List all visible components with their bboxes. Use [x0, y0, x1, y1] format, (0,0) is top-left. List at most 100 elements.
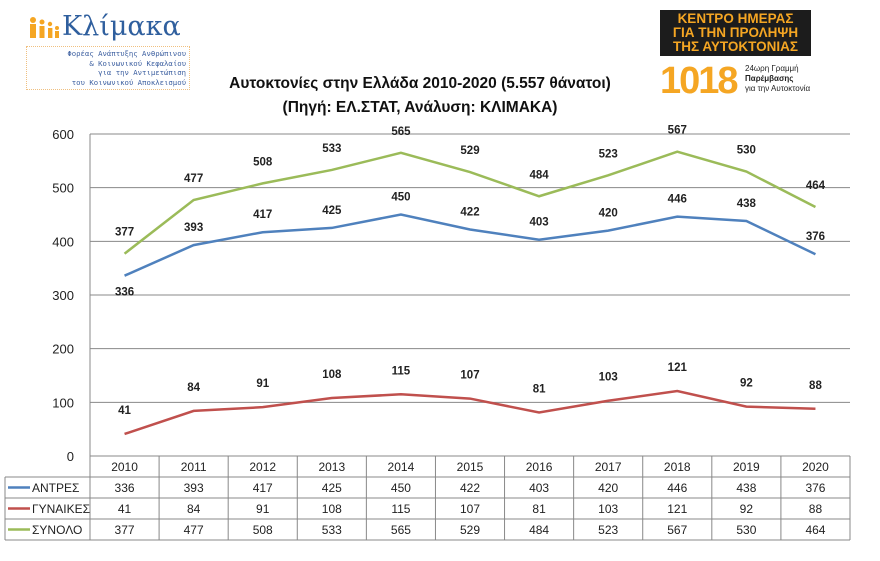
table-cell: 533: [322, 523, 342, 537]
data-label: 376: [806, 231, 825, 243]
table-cell: 422: [460, 481, 480, 495]
data-label: 403: [529, 217, 548, 229]
data-label: 92: [740, 378, 753, 390]
data-label: 523: [599, 148, 618, 160]
table-cell: 484: [529, 523, 549, 537]
table-cell: 446: [667, 481, 687, 495]
table-cell: 92: [740, 502, 754, 516]
helpline-number: 1018: [660, 60, 739, 102]
table-cell: 107: [460, 502, 480, 516]
data-label: 84: [187, 382, 200, 394]
y-tick-label: 200: [52, 342, 74, 357]
helpline-headline: ΚΕΝΤΡΟ ΗΜΕΡΑΣ ΓΙΑ ΤΗΝ ΠΡΟΛΗΨΗ ΤΗΣ ΑΥΤΟΚΤ…: [660, 10, 811, 56]
data-label: 417: [253, 209, 272, 221]
x-tick-label: 2013: [318, 460, 345, 474]
table-cell: 523: [598, 523, 618, 537]
data-label: 107: [460, 370, 479, 382]
data-label: 121: [668, 362, 688, 374]
data-label: 377: [115, 227, 134, 239]
data-label: 422: [460, 207, 479, 219]
table-cell: 84: [187, 502, 201, 516]
logo-subtitle-line: Φορέας Ανάπτυξης Ανθρώπινου: [67, 49, 186, 58]
legend-label: ΓΥΝΑΙΚΕΣ: [32, 502, 90, 516]
tagline-line: 24ωρη Γραμμή: [745, 64, 799, 73]
chart-subtitle: (Πηγή: ΕΛ.ΣΤΑΤ, Ανάλυση: ΚΛΙΜΑΚΑ): [282, 99, 558, 116]
data-label: 529: [460, 145, 479, 157]
y-tick-label: 600: [52, 127, 74, 142]
data-label: 446: [668, 194, 687, 206]
table-cell: 108: [322, 502, 342, 516]
table-cell: 393: [184, 481, 204, 495]
table-cell: 464: [805, 523, 825, 537]
x-tick-label: 2014: [388, 460, 415, 474]
table-cell: 529: [460, 523, 480, 537]
series-line-2: [123, 150, 817, 255]
data-label: 508: [253, 156, 273, 168]
table-cell: 377: [115, 523, 135, 537]
table-cell: 403: [529, 481, 549, 495]
data-label: 567: [668, 125, 687, 137]
chart-title: Αυτοκτονίες στην Ελλάδα 2010-2020 (5.557…: [229, 75, 611, 92]
data-label: 41: [118, 405, 131, 417]
x-tick-label: 2012: [249, 460, 276, 474]
data-label: 477: [184, 173, 203, 185]
x-tick-label: 2019: [733, 460, 760, 474]
headline-line: ΓΙΑ ΤΗΝ ΠΡΟΛΗΨΗ: [672, 25, 799, 40]
x-tick-label: 2016: [526, 460, 553, 474]
data-label: 81: [533, 384, 546, 396]
table-cell: 438: [736, 481, 756, 495]
logo-subtitle-line: & Κοινωνικού Κεφαλαίου: [89, 58, 186, 68]
logo-subtitle-line: για την Αντιμετώπιση: [98, 68, 186, 77]
table-cell: 336: [115, 481, 135, 495]
y-tick-label: 500: [52, 181, 74, 196]
data-label: 464: [806, 180, 826, 192]
data-label: 115: [392, 365, 411, 377]
x-tick-label: 2011: [181, 460, 207, 474]
table-cell: 88: [809, 502, 823, 516]
headline-line: ΚΕΝΤΡΟ ΗΜΕΡΑΣ: [677, 11, 794, 26]
data-label: 88: [809, 380, 822, 392]
table-cell: 450: [391, 481, 411, 495]
x-tick-label: 2018: [664, 460, 691, 474]
tagline-line: Παρέμβασης: [745, 74, 794, 83]
legend-label: ΑΝΤΡΕΣ: [32, 481, 79, 495]
data-label: 450: [391, 192, 410, 204]
data-label: 565: [391, 126, 411, 138]
helpline-logo: ΚΕΝΤΡΟ ΗΜΕΡΑΣ ΓΙΑ ΤΗΝ ΠΡΟΛΗΨΗ ΤΗΣ ΑΥΤΟΚΤ…: [660, 10, 811, 102]
table-cell: 81: [532, 502, 546, 516]
table-cell: 477: [184, 523, 204, 537]
headline-line: ΤΗΣ ΑΥΤΟΚΤΟΝΙΑΣ: [673, 39, 798, 54]
table-cell: 115: [391, 502, 410, 516]
table-cell: 567: [667, 523, 687, 537]
people-icon: [30, 17, 59, 38]
table-cell: 530: [736, 523, 756, 537]
table-cell: 420: [598, 481, 618, 495]
y-tick-label: 400: [52, 234, 74, 249]
data-label: 530: [737, 145, 756, 157]
y-tick-label: 100: [52, 395, 74, 410]
x-tick-label: 2017: [595, 460, 622, 474]
helpline-tagline: 24ωρη Γραμμή Παρέμβασης για την Αυτοκτον…: [745, 64, 810, 94]
table-cell: 425: [322, 481, 342, 495]
x-tick-label: 2020: [802, 460, 829, 474]
x-tick-label: 2010: [111, 460, 138, 474]
data-label: 533: [322, 143, 341, 155]
table-cell: 121: [667, 502, 687, 516]
y-tick-label: 300: [52, 288, 74, 303]
data-label: 336: [115, 287, 134, 299]
y-tick-label: 0: [67, 449, 74, 464]
data-label: 425: [322, 205, 342, 217]
table-cell: 508: [253, 523, 273, 537]
data-label: 438: [737, 198, 757, 210]
table-cell: 91: [256, 502, 270, 516]
tagline-line: για την Αυτοκτονία: [745, 84, 811, 93]
legend-label: ΣΥΝΟΛΟ: [32, 523, 82, 537]
table-cell: 41: [118, 502, 132, 516]
klimaka-logo: Κλίμακα Φορέας Ανάπτυξης Ανθρώπινου & Κο…: [26, 10, 190, 90]
x-tick-label: 2015: [457, 460, 484, 474]
data-label: 103: [599, 372, 618, 384]
data-label: 420: [599, 208, 618, 220]
chart-title-block: Αυτοκτονίες στην Ελλάδα 2010-2020 (5.557…: [180, 72, 660, 120]
